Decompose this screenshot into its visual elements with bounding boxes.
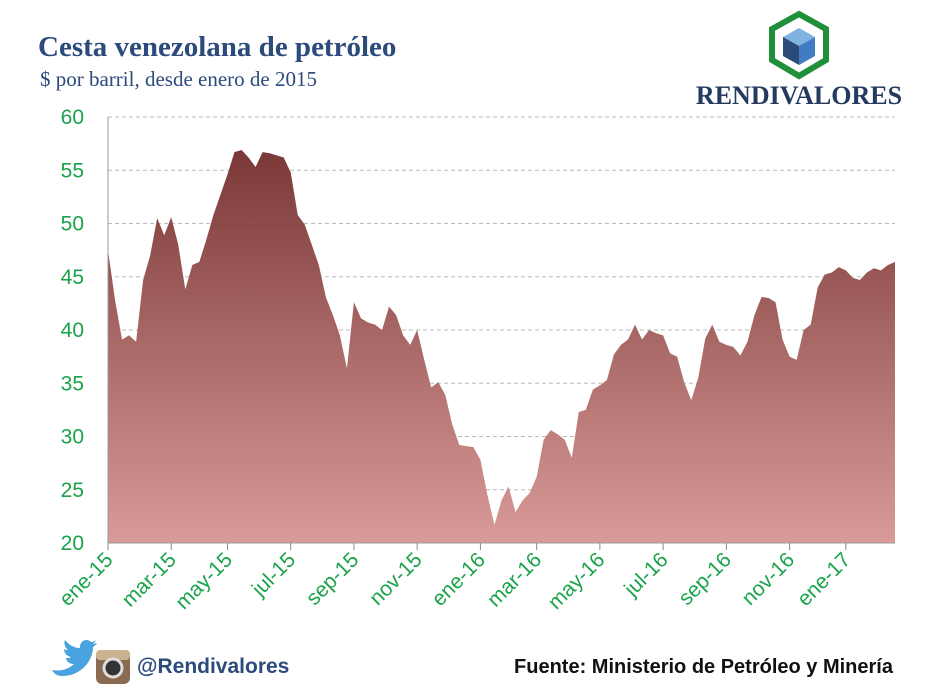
area — [108, 150, 895, 543]
twitter-icon — [52, 639, 97, 676]
x-tick-label: sep-15 — [302, 548, 364, 610]
y-tick-label: 30 — [61, 426, 84, 449]
x-tick-label: jul-16 — [619, 548, 672, 601]
x-tick-label: sep-16 — [674, 548, 736, 610]
x-tick-label: nov-16 — [737, 548, 799, 610]
brand: RENDIVALORES — [696, 81, 902, 110]
y-tick-label: 40 — [61, 319, 84, 342]
x-tick-label: may-15 — [171, 548, 237, 614]
x-tick-label: jul-15 — [247, 548, 300, 601]
chart-subtitle: $ por barril, desde enero de 2015 — [40, 67, 317, 91]
y-tick-label: 60 — [61, 106, 84, 129]
x-tick-label: nov-15 — [365, 548, 427, 610]
x-tick-label: may-16 — [544, 548, 610, 614]
x-tick-label: ene-16 — [427, 548, 490, 611]
x-tick-label: mar-15 — [117, 548, 180, 611]
x-tick-label: ene-17 — [793, 548, 856, 611]
y-tick-label: 45 — [61, 266, 84, 289]
handle: @Rendivalores — [137, 655, 289, 678]
y-tick-label: 25 — [61, 479, 84, 502]
y-tick-label: 20 — [61, 532, 84, 555]
instagram-icon — [96, 650, 130, 684]
x-tick-label: mar-16 — [483, 548, 546, 611]
source: Fuente: Ministerio de Petróleo y Minería — [514, 656, 894, 678]
y-tick-label: 35 — [61, 372, 84, 395]
y-tick-label: 50 — [61, 213, 84, 236]
x-tick-label: ene-15 — [55, 548, 118, 611]
chart-title: Cesta venezolana de petróleo — [38, 31, 396, 63]
y-tick-label: 55 — [61, 159, 84, 182]
logo — [769, 10, 829, 80]
